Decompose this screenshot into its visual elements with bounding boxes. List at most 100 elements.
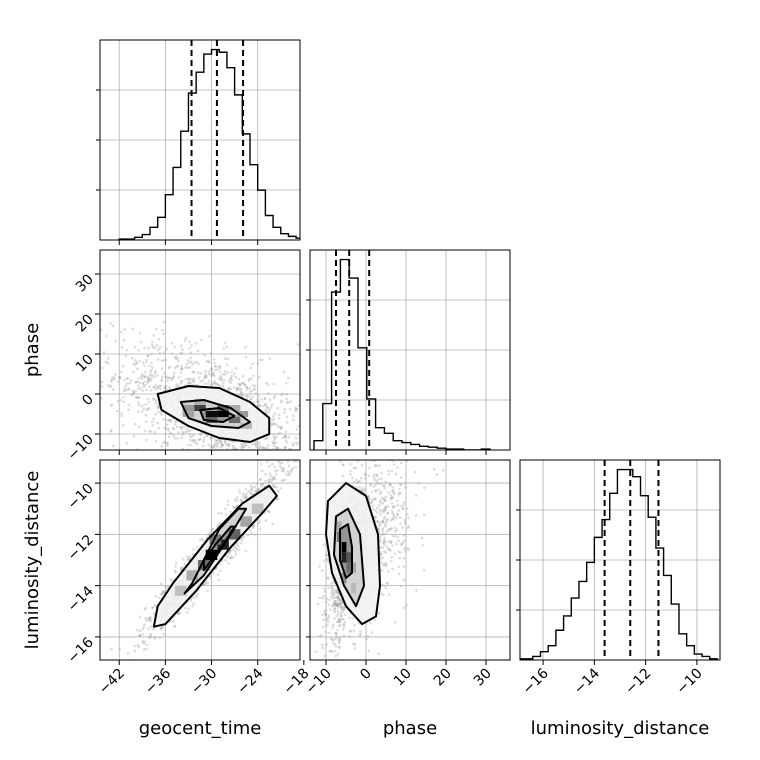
- scatter-point: [150, 376, 153, 380]
- scatter-point: [142, 641, 145, 645]
- scatter-point: [246, 395, 249, 398]
- scatter-point: [140, 410, 144, 413]
- scatter-point: [96, 348, 99, 351]
- scatter-point: [164, 586, 168, 589]
- scatter-point: [244, 487, 248, 491]
- scatter-point: [258, 404, 262, 408]
- scatter-point: [172, 374, 176, 378]
- scatter-point: [199, 433, 203, 437]
- scatter-point: [272, 396, 276, 400]
- scatter-point: [403, 481, 407, 485]
- scatter-point: [386, 582, 389, 586]
- density-cell: [175, 585, 187, 596]
- scatter-point: [91, 334, 94, 337]
- scatter-point: [152, 417, 155, 421]
- scatter-point: [201, 539, 205, 542]
- scatter-point: [243, 465, 246, 468]
- scatter-point: [269, 480, 273, 484]
- scatter-point: [304, 443, 307, 446]
- scatter-point: [280, 461, 284, 465]
- scatter-point: [385, 581, 389, 585]
- scatter-point: [417, 481, 420, 485]
- scatter-point: [360, 489, 364, 493]
- scatter-point: [192, 548, 195, 551]
- scatter-point: [385, 530, 389, 533]
- scatter-point: [386, 548, 390, 551]
- scatter-point: [228, 550, 232, 553]
- scatter-point: [193, 441, 197, 444]
- scatter-point: [209, 374, 213, 378]
- scatter-point: [159, 384, 162, 388]
- scatter-point: [338, 602, 342, 606]
- scatter-point: [341, 623, 345, 626]
- scatter-point: [283, 456, 286, 459]
- scatter-point: [278, 431, 282, 435]
- scatter-point: [282, 531, 285, 534]
- scatter-point: [392, 518, 395, 521]
- scatter-point: [394, 535, 397, 538]
- scatter-point: [334, 654, 338, 658]
- scatter-point: [160, 445, 164, 448]
- scatter-point: [333, 467, 336, 470]
- scatter-point: [329, 464, 332, 467]
- scatter-point: [337, 595, 341, 599]
- scatter-point: [342, 634, 346, 637]
- scatter-point: [333, 607, 337, 611]
- scatter-point: [254, 453, 257, 456]
- scatter-point: [196, 349, 200, 353]
- scatter-point: [277, 413, 281, 417]
- scatter-point: [252, 525, 255, 529]
- scatter-point: [382, 510, 385, 514]
- scatter-point: [156, 358, 160, 361]
- scatter-point: [260, 358, 264, 362]
- panel-body: [91, 250, 336, 534]
- scatter-point: [141, 361, 145, 365]
- scatter-point: [320, 633, 323, 637]
- scatter-point: [395, 516, 398, 520]
- scatter-point: [284, 484, 287, 487]
- scatter-point: [176, 357, 180, 360]
- scatter-point: [377, 526, 380, 530]
- scatter-point: [243, 496, 246, 500]
- scatter-point: [252, 387, 256, 391]
- scatter-point: [272, 451, 275, 454]
- scatter-point: [132, 435, 136, 438]
- scatter-point: [267, 444, 270, 447]
- scatter-point: [257, 521, 260, 525]
- scatter-point: [234, 505, 238, 509]
- scatter-point: [331, 581, 335, 584]
- scatter-point: [266, 460, 269, 464]
- scatter-point: [338, 646, 342, 649]
- scatter-point: [154, 595, 158, 598]
- scatter-point: [365, 637, 368, 641]
- scatter-point: [153, 386, 157, 389]
- scatter-point: [220, 443, 224, 447]
- scatter-point: [301, 470, 304, 473]
- scatter-point: [402, 503, 405, 507]
- scatter-point: [382, 484, 386, 487]
- scatter-point: [176, 612, 180, 616]
- scatter-point: [272, 433, 276, 436]
- scatter-point: [270, 478, 273, 482]
- scatter-point: [160, 367, 164, 370]
- scatter-point: [387, 570, 390, 573]
- x-tick-label: 30: [471, 666, 495, 690]
- scatter-point: [263, 404, 267, 407]
- scatter-point: [285, 381, 288, 385]
- scatter-point: [145, 358, 148, 362]
- scatter-point: [333, 603, 336, 606]
- scatter-point: [137, 410, 140, 413]
- scatter-point: [272, 415, 275, 418]
- scatter-point: [235, 451, 238, 454]
- scatter-point: [363, 472, 367, 476]
- scatter-point: [119, 370, 123, 374]
- scatter-point: [239, 498, 242, 502]
- scatter-point: [228, 442, 231, 446]
- scatter-point: [271, 478, 275, 481]
- scatter-point: [336, 652, 340, 656]
- scatter-point: [122, 339, 126, 342]
- scatter-point: [144, 402, 148, 406]
- histogram-phase: [306, 249, 511, 451]
- scatter-point: [226, 555, 230, 559]
- scatter-point: [151, 423, 154, 427]
